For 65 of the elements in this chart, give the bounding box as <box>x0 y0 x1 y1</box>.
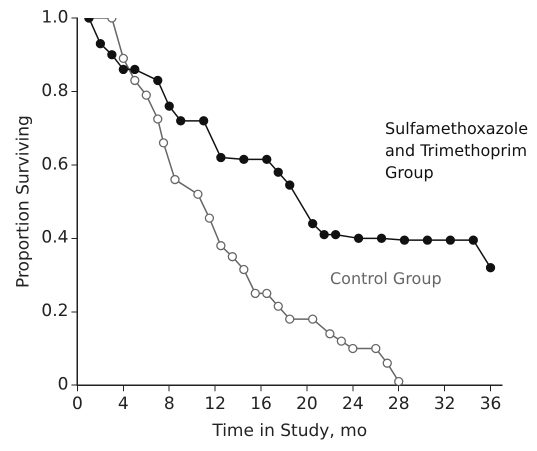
point <box>153 114 162 124</box>
x-tick-label: 36 <box>480 394 502 414</box>
point <box>400 236 410 245</box>
x-tick-label: 24 <box>342 394 364 414</box>
point <box>354 234 364 243</box>
point <box>308 218 318 228</box>
point <box>239 264 248 274</box>
y-tick-label: 0.4 <box>41 228 68 248</box>
point <box>274 168 283 177</box>
series-label: Control Group <box>330 269 442 288</box>
point <box>285 180 294 190</box>
x-axis-title: Time in Study, mo <box>211 421 368 442</box>
point <box>468 236 478 245</box>
point <box>176 116 186 126</box>
x-tick-label: 4 <box>118 394 129 414</box>
point <box>239 154 248 164</box>
point <box>422 236 432 245</box>
point <box>164 101 174 111</box>
point <box>130 76 140 86</box>
point <box>216 152 226 162</box>
point <box>336 336 346 346</box>
point <box>96 39 106 48</box>
point <box>486 263 496 272</box>
point <box>382 358 392 368</box>
point <box>274 302 283 311</box>
point <box>262 288 272 298</box>
point <box>330 230 340 240</box>
point <box>308 314 318 324</box>
y-tick-label: 0 <box>58 374 68 395</box>
x-tick-label: 28 <box>388 394 410 414</box>
point <box>250 288 260 298</box>
point <box>319 230 329 240</box>
x-tick-label: 32 <box>434 394 456 414</box>
x-tick-label: 0 <box>72 394 83 414</box>
y-tick-label: 1.0 <box>41 7 68 28</box>
x-tick-label: 16 <box>250 394 272 414</box>
point <box>193 190 203 199</box>
point <box>118 54 128 64</box>
point <box>118 64 128 74</box>
point <box>153 76 162 86</box>
point <box>348 344 358 354</box>
point <box>170 174 180 184</box>
y-axis-title: Proportion Surviving <box>14 115 34 288</box>
point <box>142 90 151 100</box>
point <box>199 116 208 126</box>
point <box>216 241 226 250</box>
point <box>107 50 117 60</box>
point <box>371 344 380 354</box>
y-tick-label: 0.6 <box>41 154 68 174</box>
point <box>228 252 237 262</box>
y-tick-label: 0.2 <box>41 301 68 322</box>
point <box>262 154 272 164</box>
x-tick-label: 12 <box>204 394 226 414</box>
x-tick-label: 20 <box>296 394 318 414</box>
point <box>285 314 294 324</box>
y-tick-label: 0.8 <box>41 80 68 101</box>
point <box>446 236 456 245</box>
point <box>325 329 335 338</box>
x-tick-label: 8 <box>164 394 175 414</box>
point <box>158 138 168 148</box>
point <box>204 213 214 223</box>
text: Sulfamethoxazole and Trimethoprim Group <box>385 119 528 182</box>
point <box>130 64 140 74</box>
point <box>394 376 404 386</box>
point <box>376 234 386 243</box>
